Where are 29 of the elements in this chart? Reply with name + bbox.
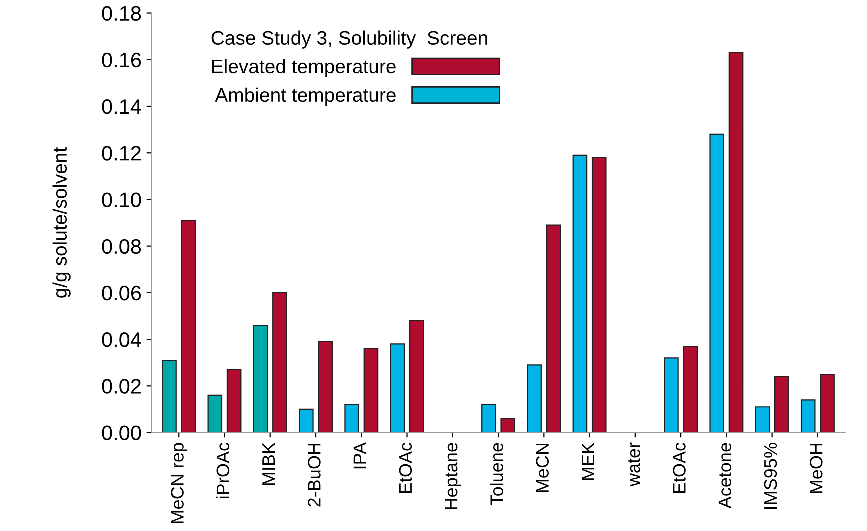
x-tick-label: EtOAc — [673, 442, 686, 494]
legend-label: Elevated temperature — [212, 59, 396, 78]
x-tick-label: IPA — [354, 442, 366, 469]
x-tick-label: MeCN — [536, 444, 550, 492]
y-tick-label: 0.02 — [102, 379, 141, 394]
y-axis-title: g/g solute/solvent — [52, 147, 71, 298]
x-tick-label: Heptane — [445, 443, 462, 510]
y-tick-label: 0.14 — [102, 99, 142, 114]
y-tick-label: 0.16 — [102, 52, 142, 68]
y-tick-label: 0.06 — [102, 286, 142, 301]
x-tick-label: MEK — [582, 442, 594, 480]
legend-label: Ambient temperature — [215, 88, 396, 106]
y-tick-label: 0.00 — [102, 426, 142, 441]
y-tick-label: 0.10 — [102, 192, 142, 208]
x-tick-label: iPrOAc — [216, 442, 230, 498]
x-tick-label: Acetone — [718, 443, 732, 509]
y-tick-label: 0.04 — [102, 332, 142, 348]
x-tick-label: MeOH — [810, 444, 823, 494]
x-tick-label: IMS95% — [764, 443, 778, 510]
x-tick-label: Toluene — [490, 443, 504, 506]
x-tick-label: water — [628, 442, 640, 487]
y-tick-label: 0.08 — [102, 239, 142, 254]
x-tick-label: MeCN rep — [171, 443, 188, 524]
y-tick-label: 0.12 — [102, 146, 141, 161]
legend-title: Case Study 3, Solubility Screen — [212, 30, 488, 49]
x-tick-label: EtOAc — [399, 442, 412, 494]
x-tick-label: 2-BuOH — [308, 444, 321, 507]
y-tick-label: 0.18 — [102, 6, 142, 22]
x-tick-label: MIBK — [262, 442, 276, 486]
